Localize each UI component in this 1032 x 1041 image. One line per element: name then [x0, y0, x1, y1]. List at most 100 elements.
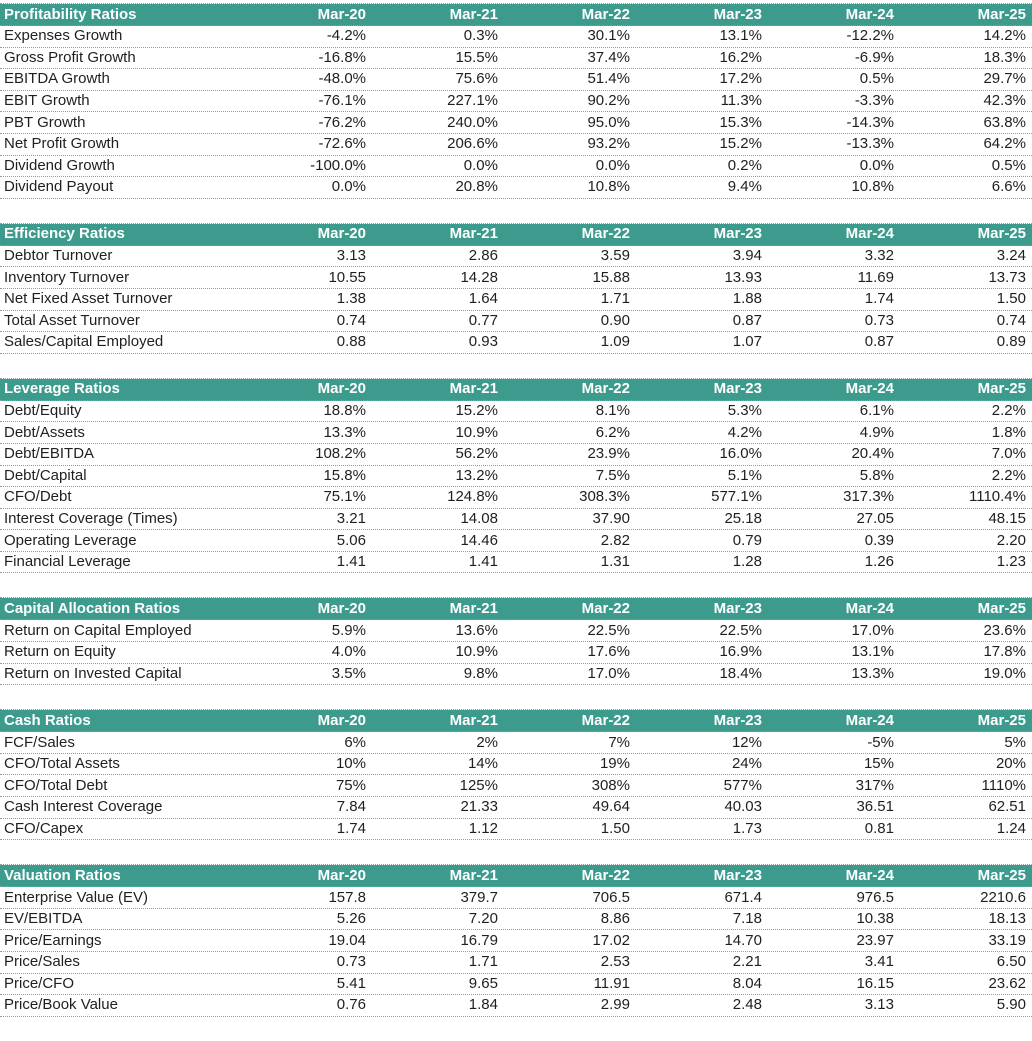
value-cell: 7.5%: [595, 466, 630, 484]
value-cell: 17.0%: [851, 621, 894, 639]
table-row: Debt/EBITDA 108.2% 56.2% 23.9% 16.0% 20.4% 7.0…: [0, 443, 1032, 466]
value-cell: 13.3%: [323, 423, 366, 441]
value-cell: 8.04: [732, 974, 762, 992]
column-header: Mar-21: [449, 225, 498, 243]
value-cell: 64.2%: [983, 135, 1026, 153]
value-cell: 3.5%: [331, 664, 366, 682]
value-cell: -4.2%: [326, 27, 366, 45]
column-header: Mar-22: [581, 380, 630, 398]
row-label: EBITDA Growth: [4, 70, 110, 88]
ratio-section: Profitability Ratios Mar-20 Mar-21 Mar-22 Ma…: [0, 3, 1032, 199]
value-cell: 5.90: [996, 996, 1026, 1014]
column-header: Mar-23: [713, 225, 762, 243]
column-header: Mar-24: [845, 599, 894, 617]
value-cell: 0.81: [864, 819, 894, 837]
value-cell: 6.2%: [595, 423, 630, 441]
value-cell: 3.24: [996, 247, 1026, 265]
value-cell: 577%: [723, 776, 762, 794]
row-label: CFO/Total Debt: [4, 776, 108, 794]
column-header: Mar-24: [845, 711, 894, 729]
value-cell: 4.2%: [727, 423, 762, 441]
value-cell: 2.48: [732, 996, 762, 1014]
value-cell: 5.1%: [727, 466, 762, 484]
row-label: CFO/Debt: [4, 488, 72, 506]
column-header: Mar-20: [317, 866, 366, 884]
value-cell: 1110%: [981, 776, 1026, 794]
ratio-section: Capital Allocation Ratios Mar-20 Mar-21 Mar…: [0, 597, 1032, 686]
value-cell: 2210.6: [980, 888, 1026, 906]
value-cell: -14.3%: [846, 113, 894, 131]
table-row: Return on Capital Employed 5.9% 13.6% 22.5%…: [0, 620, 1032, 643]
table-row: Sales/Capital Employed 0.88 0.93 1.09 1.07 0.…: [0, 332, 1032, 354]
column-header: Mar-23: [713, 5, 762, 23]
value-cell: 2.2%: [991, 466, 1026, 484]
value-cell: 317.3%: [843, 488, 894, 506]
value-cell: 12%: [731, 733, 762, 751]
value-cell: 14.28: [460, 268, 498, 286]
value-cell: 227.1%: [447, 92, 498, 110]
value-cell: -76.1%: [318, 92, 366, 110]
value-cell: 11.3%: [720, 92, 762, 110]
section-header-row: Leverage Ratios Mar-20 Mar-21 Mar-22 Mar-23 M…: [0, 378, 1032, 401]
value-cell: 1.50: [996, 290, 1026, 308]
table-row: Enterprise Value (EV) 157.8 379.7 706.5 671.…: [0, 887, 1032, 909]
row-label: Dividend Growth: [4, 156, 115, 174]
value-cell: 317%: [855, 776, 894, 794]
value-cell: 5.06: [336, 531, 366, 549]
table-row: CFO/Capex 1.74 1.12 1.50 1.73 0.81 1.24: [0, 818, 1032, 841]
value-cell: 0.88: [336, 333, 366, 351]
value-cell: 20.4%: [851, 445, 894, 463]
value-cell: 0.74: [336, 311, 366, 329]
section-header-row: Capital Allocation Ratios Mar-20 Mar-21 Mar…: [0, 598, 1032, 621]
value-cell: 6%: [344, 733, 366, 751]
value-cell: 3.13: [864, 996, 894, 1014]
value-cell: 10.8%: [851, 178, 894, 196]
row-label: Return on Invested Capital: [4, 664, 182, 682]
row-label: Dividend Payout: [4, 178, 114, 196]
table-row: Inventory Turnover 10.55 14.28 15.88 13.93 11…: [0, 267, 1032, 289]
value-cell: 17.6%: [587, 643, 630, 661]
row-label: Financial Leverage: [4, 553, 131, 571]
value-cell: 0.89: [996, 333, 1026, 351]
value-cell: 14.2%: [983, 27, 1026, 45]
table-row: Dividend Payout 0.0% 20.8% 10.8% 9.4% 10.8% 6.…: [0, 177, 1032, 199]
value-cell: 36.51: [856, 798, 894, 816]
table-row: EBITDA Growth -48.0% 75.6% 51.4% 17.2% 0.5% 29…: [0, 69, 1032, 91]
table-row: CFO/Total Assets 10% 14% 19% 24% 15% 20%: [0, 753, 1032, 776]
value-cell: 13.6%: [455, 621, 498, 639]
value-cell: 56.2%: [455, 445, 498, 463]
table-row: EV/EBITDA 5.26 7.20 8.86 7.18 10.38 18.13: [0, 908, 1032, 931]
column-header: Mar-22: [581, 711, 630, 729]
row-label: Debtor Turnover: [4, 247, 113, 265]
value-cell: 15.2%: [719, 135, 762, 153]
value-cell: 63.8%: [983, 113, 1026, 131]
value-cell: 42.3%: [983, 92, 1026, 110]
value-cell: 90.2%: [587, 92, 630, 110]
value-cell: -13.3%: [846, 135, 894, 153]
column-header: Mar-23: [713, 866, 762, 884]
row-label: Debt/Capital: [4, 466, 87, 484]
value-cell: 0.39: [864, 531, 894, 549]
value-cell: 8.86: [600, 910, 630, 928]
value-cell: 1.74: [864, 290, 894, 308]
value-cell: 0.5%: [991, 156, 1026, 174]
value-cell: 0.0%: [463, 156, 498, 174]
value-cell: 5.41: [336, 974, 366, 992]
value-cell: 19.0%: [983, 664, 1026, 682]
row-label: Debt/Assets: [4, 423, 85, 441]
value-cell: 0.0%: [595, 156, 630, 174]
column-header: Mar-25: [977, 225, 1026, 243]
value-cell: 2.2%: [991, 402, 1026, 420]
value-cell: 13.93: [724, 268, 762, 286]
value-cell: -12.2%: [846, 27, 894, 45]
value-cell: 21.33: [460, 798, 498, 816]
value-cell: 0.77: [468, 311, 498, 329]
value-cell: 671.4: [724, 888, 762, 906]
row-label: CFO/Capex: [4, 819, 84, 837]
value-cell: 1.38: [336, 290, 366, 308]
value-cell: 7%: [608, 733, 630, 751]
value-cell: 976.5: [856, 888, 894, 906]
table-row: Total Asset Turnover 0.74 0.77 0.90 0.87 0.73…: [0, 310, 1032, 333]
section-title: Valuation Ratios: [4, 866, 121, 884]
value-cell: -3.3%: [854, 92, 894, 110]
